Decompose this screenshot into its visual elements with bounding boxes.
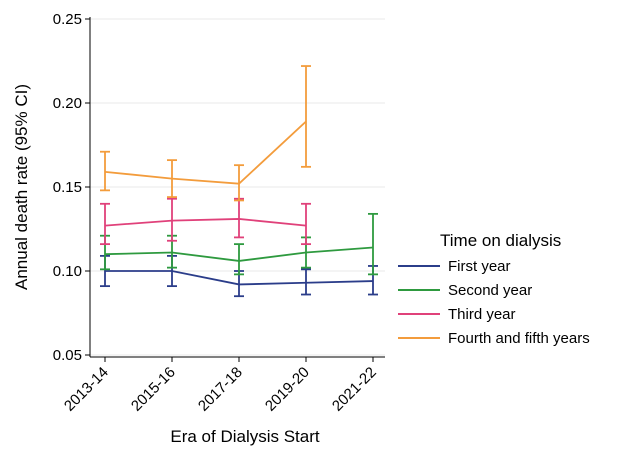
legend: Time on dialysis First year Second year Th… xyxy=(398,231,590,347)
x-axis-ticks: 2013-14 2015-16 2017-18 2019-20 2021-22 xyxy=(61,357,380,415)
y-axis-ticks: 0.05 0.10 0.15 0.20 0.25 xyxy=(53,11,90,364)
legend-label: Fourth and fifth years xyxy=(448,330,590,347)
legend-label: Second year xyxy=(448,282,532,299)
y-tick-label: 0.25 xyxy=(53,11,82,28)
legend-label: Third year xyxy=(448,306,516,323)
legend-title: Time on dialysis xyxy=(440,231,561,250)
y-tick-label: 0.20 xyxy=(53,95,82,112)
x-axis-title: Era of Dialysis Start xyxy=(170,427,320,446)
gridlines xyxy=(90,18,385,356)
y-axis-title: Annual death rate (95% CI) xyxy=(12,84,31,290)
x-tick-label: 2017-18 xyxy=(195,364,246,415)
x-tick-label: 2013-14 xyxy=(61,364,112,415)
series-line xyxy=(104,218,307,227)
x-tick-label: 2019-20 xyxy=(262,364,313,415)
series-line xyxy=(104,120,307,185)
x-tick-label: 2015-16 xyxy=(128,364,179,415)
x-tick-label: 2021-22 xyxy=(329,364,380,415)
y-tick-label: 0.10 xyxy=(53,263,82,280)
legend-label: First year xyxy=(448,258,511,275)
series-group xyxy=(100,65,378,298)
y-tick-label: 0.05 xyxy=(53,347,82,364)
y-tick-label: 0.15 xyxy=(53,179,82,196)
